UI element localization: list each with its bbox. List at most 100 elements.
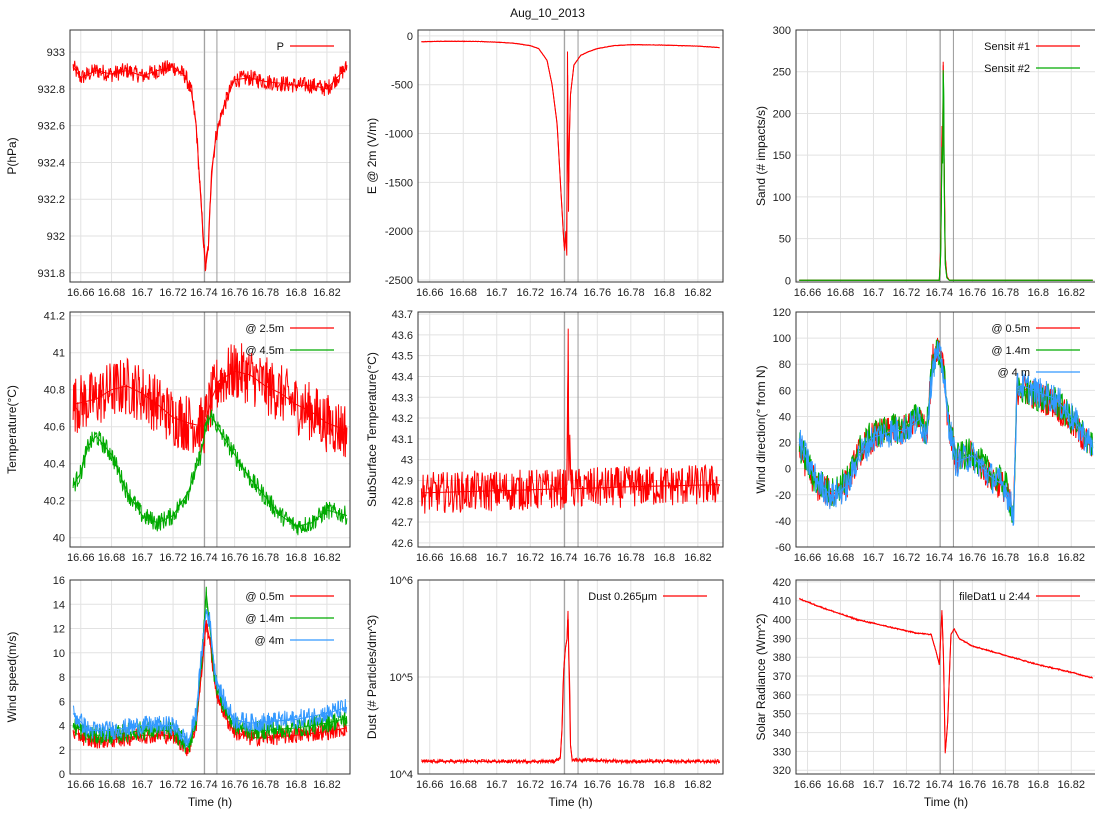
y-tick-label: 43.7 — [392, 309, 413, 321]
x-tick-label: 16.72 — [159, 552, 187, 564]
y-tick-label: 932.8 — [37, 84, 65, 96]
plot-frame — [417, 29, 724, 283]
y-tick-label: 40.8 — [44, 385, 65, 397]
x-tick-label: 16.8 — [285, 287, 306, 299]
y-tick-label: 120 — [773, 307, 791, 319]
x-tick-label: 16.74 — [550, 779, 578, 791]
x-tick-label: 16.76 — [221, 552, 249, 564]
x-tick-label: 16.76 — [584, 552, 612, 564]
y-axis-label: Wind direction(° from N) — [754, 365, 768, 493]
legend-label: @ 4.5m — [245, 345, 284, 357]
y-axis-label: E @ 2m (V/m) — [365, 118, 379, 194]
legend-label: @ 2.5m — [245, 323, 284, 335]
x-tick-label: 16.74 — [190, 287, 218, 299]
x-tick-label: 16.68 — [827, 552, 855, 564]
x-tick-label: 16.7 — [132, 287, 153, 299]
x-tick-label: 16.82 — [1058, 779, 1086, 791]
y-tick-label: 40.2 — [44, 496, 65, 508]
x-tick-label: 16.72 — [159, 779, 187, 791]
series-trace-wind-direction-2 — [798, 352, 1094, 516]
y-tick-label: 50 — [779, 234, 791, 246]
plot-frame — [795, 311, 1095, 548]
y-tick-label: 43.3 — [392, 392, 413, 404]
x-tick-label: 16.76 — [959, 287, 987, 299]
y-tick-label: 100 — [773, 333, 791, 345]
y-tick-label: 340 — [773, 728, 791, 740]
series-line-solar-radiance-0 — [798, 597, 1093, 751]
x-tick-label: 16.74 — [190, 779, 218, 791]
y-axis-label: P(hPa) — [5, 137, 19, 174]
y-tick-label: 43.4 — [392, 371, 413, 383]
y-tick-label: 80 — [779, 359, 791, 371]
x-tick-label: 16.8 — [285, 779, 306, 791]
y-tick-label: 350 — [773, 709, 791, 721]
series-trace-temperature-1 — [72, 414, 348, 528]
x-tick-label: 16.8 — [654, 779, 675, 791]
y-tick-label: 60 — [779, 385, 791, 397]
panel-dust: 10^6 10^5 10^416.66 16.68 16.7 16.72 16.74 16.7… — [365, 575, 724, 809]
x-tick-label: 16.7 — [863, 552, 884, 564]
y-axis-label: SubSurface Temperature(°C) — [365, 352, 379, 507]
x-tick-label: 16.7 — [132, 779, 153, 791]
x-tick-label: 16.76 — [584, 779, 612, 791]
x-tick-label: 16.72 — [517, 779, 545, 791]
x-tick-label: 16.72 — [893, 287, 921, 299]
y-tick-label: 42.6 — [392, 538, 413, 550]
y-tick-label: -40 — [775, 516, 791, 528]
x-tick-label: 16.74 — [190, 552, 218, 564]
x-axis-label: Time (h) — [188, 795, 232, 809]
x-axis-label: Time (h) — [924, 795, 968, 809]
x-tick-label: 16.78 — [252, 287, 280, 299]
x-tick-label: 16.76 — [584, 287, 612, 299]
x-tick-label: 16.66 — [67, 287, 95, 299]
series-line-sand-0 — [799, 65, 1093, 281]
x-tick-label: 16.8 — [1028, 287, 1049, 299]
y-tick-label: 320 — [773, 765, 791, 777]
x-tick-label: 16.7 — [486, 779, 507, 791]
x-tick-label: 16.66 — [67, 552, 95, 564]
x-tick-label: 16.82 — [313, 552, 341, 564]
x-tick-label: 16.68 — [98, 779, 126, 791]
x-tick-label: 16.74 — [926, 779, 954, 791]
x-tick-label: 16.74 — [926, 552, 954, 564]
x-tick-label: 16.72 — [517, 287, 545, 299]
series-line-pressure-0 — [72, 60, 348, 272]
x-tick-label: 16.76 — [959, 552, 987, 564]
x-tick-label: 16.8 — [1028, 779, 1049, 791]
y-tick-label: 42.8 — [392, 496, 413, 508]
y-tick-label: 40.4 — [44, 459, 65, 471]
legend-label: @ 0.5m — [991, 323, 1030, 335]
legend-label: Dust 0.265μm — [588, 591, 657, 603]
y-tick-label: -2500 — [385, 275, 413, 287]
y-tick-label: 420 — [773, 577, 791, 589]
y-tick-label: 10 — [53, 648, 65, 660]
series-trace-temperature-0 — [72, 370, 348, 431]
plot-frame — [69, 311, 351, 548]
y-tick-label: 43.2 — [392, 413, 413, 425]
y-tick-label: 0 — [59, 769, 65, 781]
x-tick-label: 16.74 — [550, 552, 578, 564]
plot-frame — [417, 311, 724, 548]
y-axis-label: Wind speed(m/s) — [5, 632, 19, 723]
legend-label: Sensit #1 — [984, 41, 1030, 53]
y-tick-label: 200 — [773, 108, 791, 120]
x-tick-label: 16.66 — [67, 779, 95, 791]
x-tick-label: 16.72 — [893, 779, 921, 791]
y-tick-label: 8 — [59, 672, 65, 684]
y-tick-label: 43 — [401, 455, 413, 467]
figure-title: Aug_10_2013 — [510, 6, 585, 20]
y-tick-label: 932.4 — [37, 157, 65, 169]
x-tick-label: 16.78 — [617, 287, 645, 299]
y-tick-label: 10^5 — [389, 672, 413, 684]
series-trace-e-field-0 — [421, 40, 720, 256]
y-tick-label: -2000 — [385, 226, 413, 238]
y-tick-label: 6 — [59, 696, 65, 708]
x-tick-label: 16.82 — [684, 779, 712, 791]
x-tick-label: 16.68 — [449, 779, 477, 791]
x-tick-label: 16.8 — [654, 287, 675, 299]
series-line-e-field-0 — [421, 40, 720, 249]
